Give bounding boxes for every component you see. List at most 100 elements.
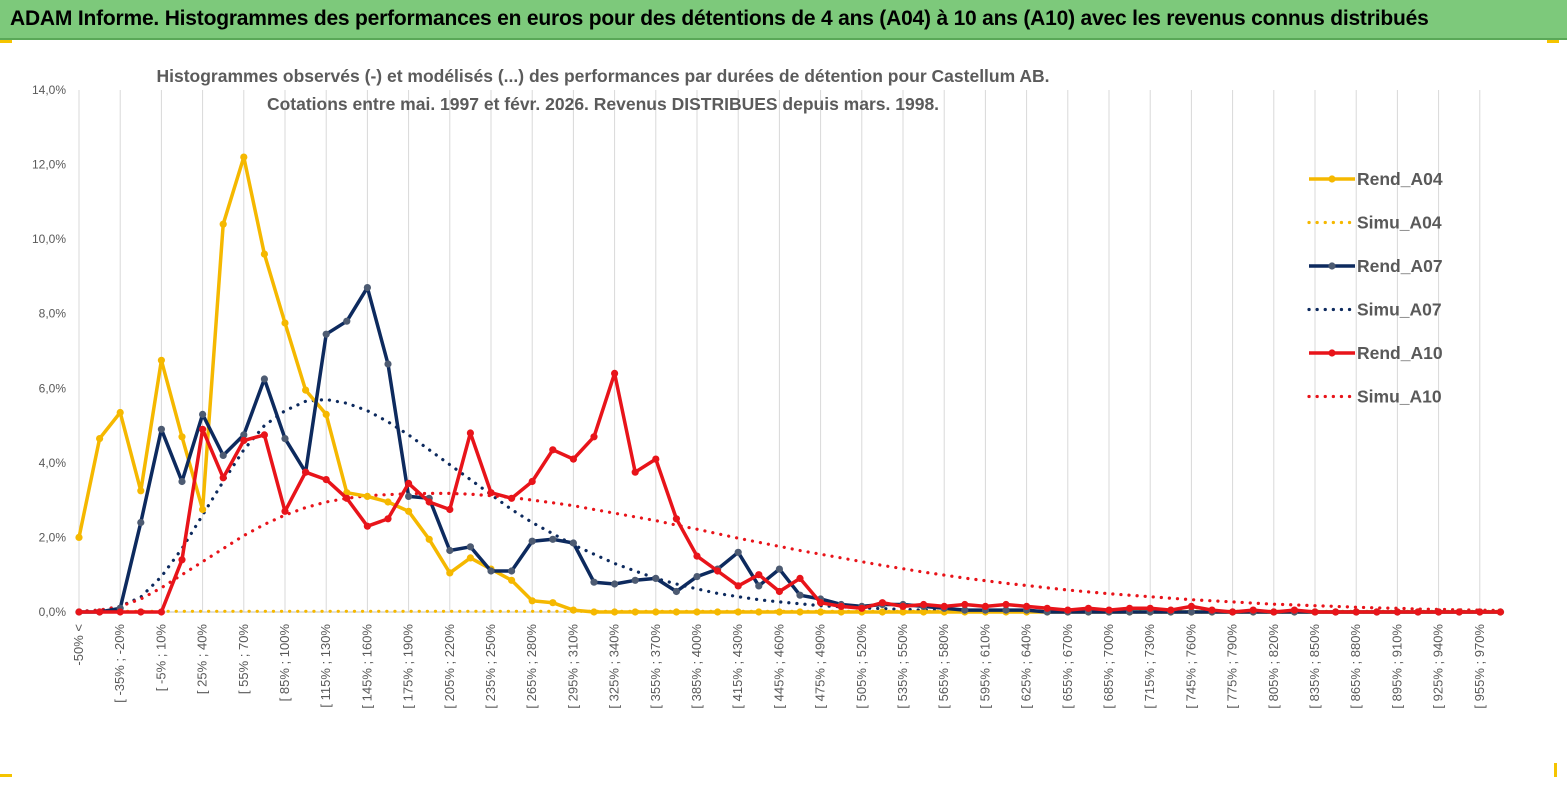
data-point-Rend_A10 bbox=[981, 602, 990, 611]
data-point-Rend_A10 bbox=[631, 468, 639, 476]
data-point-Rend_A04 bbox=[837, 608, 845, 616]
data-point-Rend_A10 bbox=[508, 494, 516, 502]
data-point-Rend_A04 bbox=[384, 498, 392, 506]
legend-marker bbox=[1328, 262, 1336, 270]
x-tick-label: [ 775% ; 790% bbox=[1225, 624, 1240, 709]
legend-marker bbox=[1328, 175, 1336, 183]
data-point-Rend_A04 bbox=[775, 608, 784, 616]
data-point-Rend_A04 bbox=[281, 319, 289, 327]
data-point-Rend_A07 bbox=[466, 543, 474, 551]
data-point-Rend_A04 bbox=[157, 356, 165, 364]
data-point-Rend_A10 bbox=[1352, 608, 1360, 616]
data-point-Rend_A04 bbox=[611, 608, 619, 616]
series-lines bbox=[75, 153, 1504, 616]
x-tick-label: [ 685% ; 700% bbox=[1101, 624, 1116, 709]
data-point-Rend_A10 bbox=[199, 425, 207, 433]
data-point-Rend_A10 bbox=[1023, 602, 1031, 611]
data-point-Rend_A10 bbox=[1290, 606, 1298, 614]
data-point-Rend_A10 bbox=[322, 476, 330, 484]
chart-title-line-2: Cotations entre mai. 1997 et févr. 2026.… bbox=[267, 94, 939, 114]
data-point-Rend_A07 bbox=[528, 537, 536, 545]
legend-label-Rend_A07: Rend_A07 bbox=[1357, 256, 1443, 276]
data-point-Rend_A10 bbox=[1249, 606, 1257, 614]
data-point-Rend_A04 bbox=[631, 608, 639, 616]
data-point-Rend_A10 bbox=[714, 567, 722, 575]
x-tick-label: [ 385% ; 400% bbox=[689, 624, 704, 709]
data-point-Rend_A04 bbox=[734, 608, 742, 616]
series-line-Rend_A04 bbox=[77, 155, 1501, 614]
data-point-Rend_A04 bbox=[322, 410, 330, 418]
data-point-Rend_A04 bbox=[240, 153, 248, 161]
x-tick-label: [ 955% ; 970% bbox=[1472, 624, 1487, 709]
x-tick-label: [ 565% ; 580% bbox=[936, 624, 951, 709]
data-point-Rend_A04 bbox=[755, 608, 763, 616]
x-tick-label: [ 595% ; 610% bbox=[977, 624, 992, 709]
data-point-Rend_A10 bbox=[405, 479, 413, 487]
data-point-Rend_A04 bbox=[528, 597, 536, 605]
data-point-Rend_A10 bbox=[1476, 608, 1484, 616]
data-point-Rend_A04 bbox=[590, 608, 598, 616]
y-tick-label: 14,0% bbox=[32, 83, 66, 97]
x-tick-label: [ 745% ; 760% bbox=[1183, 624, 1198, 709]
grid-lines bbox=[78, 90, 1481, 612]
data-point-Rend_A10 bbox=[363, 522, 371, 530]
line-chart: 0,0% 2,0% 4,0% 6,0% 8,0% 10,0% 12,0% 14,0% -50%… bbox=[32, 66, 1505, 709]
x-tick-label: [ 535% ; 550% bbox=[895, 624, 910, 709]
data-point-Rend_A07 bbox=[137, 518, 145, 527]
x-tick-label: [ 235% ; 250% bbox=[483, 624, 498, 709]
x-tick-label: [ 655% ; 670% bbox=[1060, 624, 1075, 709]
data-point-Rend_A10 bbox=[384, 515, 392, 523]
data-point-Rend_A07 bbox=[240, 431, 248, 439]
data-point-Rend_A04 bbox=[446, 569, 454, 577]
data-point-Rend_A04 bbox=[178, 433, 186, 441]
data-point-Rend_A10 bbox=[837, 602, 845, 611]
data-point-Rend_A07 bbox=[961, 606, 969, 614]
data-point-Rend_A07 bbox=[549, 535, 557, 543]
data-point-Rend_A10 bbox=[260, 431, 268, 439]
data-point-Rend_A10 bbox=[96, 608, 104, 616]
y-axis-ticks: 0,0% 2,0% 4,0% 6,0% 8,0% 10,0% 12,0% 14,0% bbox=[32, 83, 66, 619]
x-tick-label: [ 415% ; 430% bbox=[730, 624, 745, 709]
data-point-Rend_A07 bbox=[487, 567, 495, 575]
data-point-Rend_A10 bbox=[1126, 604, 1134, 612]
x-tick-label: [ 295% ; 310% bbox=[565, 624, 580, 709]
data-point-Rend_A10 bbox=[817, 599, 825, 607]
data-point-Rend_A10 bbox=[1187, 602, 1195, 611]
data-point-Rend_A07 bbox=[1002, 606, 1010, 614]
frame-corner bbox=[0, 774, 12, 777]
data-point-Rend_A04 bbox=[116, 408, 124, 417]
data-point-Rend_A10 bbox=[219, 474, 227, 482]
legend-label-Simu_A07: Simu_A07 bbox=[1357, 300, 1442, 320]
y-tick-label: 6,0% bbox=[39, 381, 67, 395]
data-point-Rend_A10 bbox=[1043, 604, 1051, 612]
data-point-Rend_A10 bbox=[1311, 608, 1319, 616]
x-tick-label: [ 445% ; 460% bbox=[771, 624, 786, 709]
data-point-Rend_A07 bbox=[631, 576, 639, 584]
data-point-Rend_A07 bbox=[219, 451, 227, 459]
data-point-Rend_A10 bbox=[528, 477, 536, 486]
x-tick-label: [ 625% ; 640% bbox=[1019, 624, 1034, 709]
data-point-Rend_A10 bbox=[940, 602, 948, 611]
data-point-Rend_A10 bbox=[1455, 608, 1463, 616]
y-tick-label: 12,0% bbox=[32, 158, 66, 172]
x-tick-label: [ 25% ; 40% bbox=[195, 624, 210, 695]
x-tick-label: [ 715% ; 730% bbox=[1142, 624, 1157, 709]
data-point-Rend_A10 bbox=[1332, 608, 1340, 616]
data-point-Rend_A10 bbox=[734, 582, 742, 590]
data-point-Rend_A10 bbox=[446, 505, 454, 514]
data-point-Rend_A07 bbox=[775, 565, 784, 573]
data-point-Rend_A04 bbox=[652, 608, 660, 616]
legend-label-Simu_A04: Simu_A04 bbox=[1357, 213, 1442, 233]
x-tick-label: [ 325% ; 340% bbox=[607, 624, 622, 709]
x-tick-label: [ 85% ; 100% bbox=[277, 624, 292, 702]
x-tick-label: [ 805% ; 820% bbox=[1266, 624, 1281, 709]
y-tick-label: 10,0% bbox=[32, 232, 66, 246]
data-point-Rend_A07 bbox=[157, 425, 165, 433]
chart-title: Histogrammes observés (-) et modélisés (… bbox=[156, 66, 1049, 114]
data-point-Rend_A10 bbox=[1414, 608, 1422, 616]
frame-corner bbox=[1547, 40, 1559, 43]
report-title: ADAM Informe. Histogrammes des performan… bbox=[10, 7, 1429, 30]
chart-area: 0,0% 2,0% 4,0% 6,0% 8,0% 10,0% 12,0% 14,0% -50%… bbox=[0, 40, 1567, 791]
data-point-Rend_A10 bbox=[693, 552, 701, 560]
data-point-Rend_A07 bbox=[693, 573, 701, 581]
